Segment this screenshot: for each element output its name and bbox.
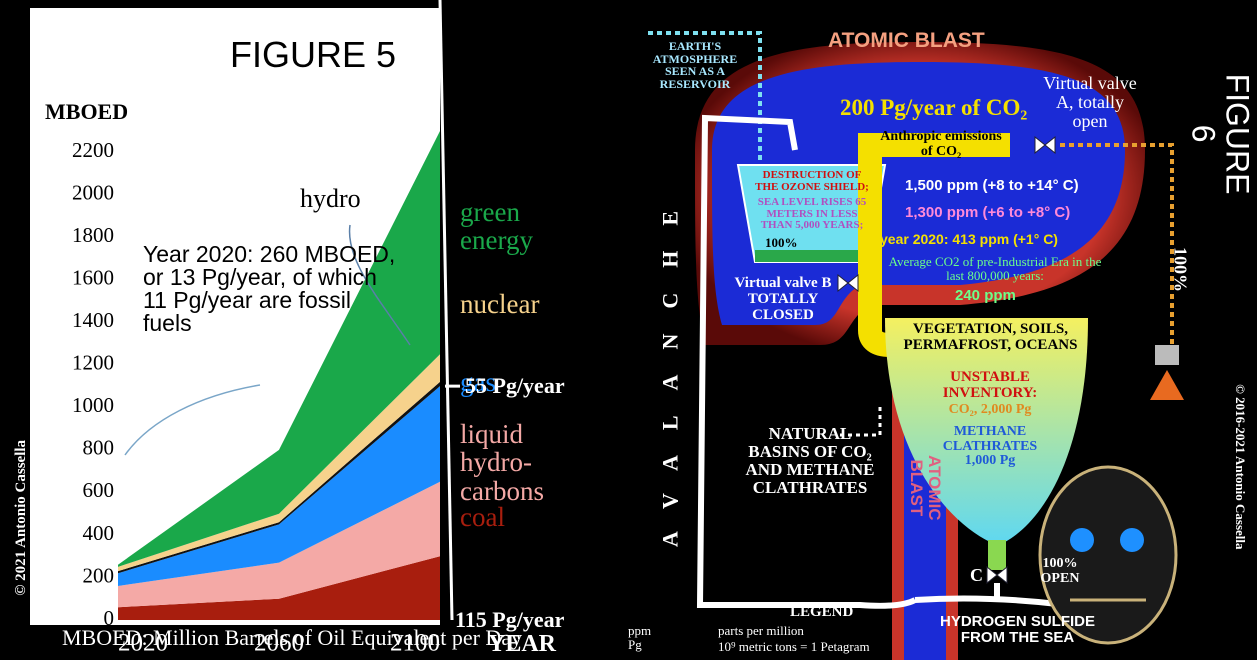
emissions-label: 200 Pg/year of CO₂ bbox=[840, 95, 1028, 120]
valve-c bbox=[986, 565, 1008, 585]
cone-label: 100% bbox=[765, 235, 798, 250]
legend-label: gas bbox=[460, 367, 496, 397]
atmosphere-label: EARTH'S ATMOSPHERE SEEN AS A RESERVOIR bbox=[652, 39, 738, 91]
legend-text: 10⁹ metric tons = 1 Petagram bbox=[718, 639, 870, 654]
legend-key: Pg bbox=[628, 637, 642, 652]
legend-label: coal bbox=[460, 502, 505, 532]
anthropic-pipe bbox=[858, 133, 1010, 357]
side-percent: 100% bbox=[1170, 246, 1191, 292]
area bbox=[118, 131, 440, 567]
legend-label: liquid hydro-carbons bbox=[460, 419, 544, 506]
basin-arrow bbox=[840, 405, 882, 437]
figure-title: FIGURE 6 bbox=[1186, 73, 1256, 195]
basin-label: NATURAL BASINS OF CO₂ AND METHANE CLATHR… bbox=[745, 424, 875, 497]
inventory-flask bbox=[885, 318, 1088, 542]
skull-eye bbox=[1120, 528, 1144, 552]
flask-label: VEGETATION, SOILS, PERMAFROST, OCEANS bbox=[903, 321, 1078, 353]
credit: © 2021 Antonio Cassella bbox=[13, 439, 30, 596]
fire-icon bbox=[1150, 370, 1184, 400]
legend-key: ppm bbox=[628, 623, 652, 638]
area bbox=[118, 481, 440, 608]
area bbox=[118, 556, 440, 620]
credit: © 2016-2021 Antonio Cassella bbox=[1232, 384, 1248, 550]
avalanche-label: AVALANCHE bbox=[657, 185, 683, 548]
pipe-label: Anthropic emissions of CO₂ bbox=[880, 129, 1002, 159]
x-tick-label: 2020 bbox=[118, 630, 168, 657]
y-tick-label: 1400 bbox=[72, 308, 114, 332]
legend-text: parts per million bbox=[718, 623, 804, 638]
y-tick-label: 0 bbox=[104, 606, 115, 630]
cone-label: SEA LEVEL RISES 65 METERS IN LESS THAN 5… bbox=[757, 196, 867, 232]
valve-a bbox=[1034, 135, 1056, 155]
ppm-label: Average CO2 of pre-Industrial Era in the… bbox=[888, 254, 1102, 283]
stem-label: ATOMIC BLAST bbox=[907, 455, 944, 521]
y-tick-label: 1200 bbox=[72, 351, 114, 375]
y-tick-label: 600 bbox=[83, 478, 115, 502]
legend-label: nuclear bbox=[460, 289, 540, 319]
annotation-tick bbox=[438, 0, 454, 621]
annotation-arrow bbox=[124, 384, 261, 456]
flask-label: UNSTABLE INVENTORY: bbox=[942, 369, 1038, 401]
cone-label: DESTRUCTION OF THE OZONE SHIELD; bbox=[755, 169, 869, 193]
ppm-label: year 2020: 413 ppm (+1° C) bbox=[880, 231, 1058, 247]
ppm-label: 240 ppm bbox=[955, 287, 1016, 304]
ppm-label: 1,500 ppm (+8 to +14° C) bbox=[905, 177, 1079, 194]
diagram bbox=[648, 31, 1184, 660]
flask-icon bbox=[1155, 345, 1179, 365]
chart-title: FIGURE 5 bbox=[230, 34, 397, 75]
flask-neck bbox=[988, 540, 1006, 570]
flask-label: CO₂, 2,000 Pg bbox=[948, 402, 1032, 417]
ppm-label: 1,300 ppm (+6 to +8° C) bbox=[905, 204, 1071, 221]
emission-arrow bbox=[1060, 143, 1174, 345]
valve-label: C bbox=[970, 565, 983, 585]
y-tick-label: 2000 bbox=[72, 181, 114, 205]
annotation: 55 Pg/year bbox=[465, 373, 565, 399]
x-tick-label: 2060 bbox=[254, 630, 304, 657]
area bbox=[118, 386, 440, 586]
source-label: HYDROGEN SULFIDE FROM THE SEA bbox=[939, 613, 1095, 646]
cone-level bbox=[755, 250, 868, 262]
legend-label: green energy bbox=[460, 197, 533, 256]
annotation-arrow bbox=[348, 224, 411, 346]
footnote: MBOED: Million Barrels of Oil Equivalent… bbox=[62, 625, 523, 650]
blast-label: ATOMIC BLAST bbox=[828, 29, 985, 52]
burner bbox=[1150, 345, 1184, 400]
y-tick-label: 400 bbox=[83, 521, 115, 545]
x-axis-label: YEAR bbox=[488, 631, 557, 657]
atmosphere-arrow bbox=[648, 31, 762, 160]
flask-label: METHANE CLATHRATES 1,000 Pg bbox=[942, 424, 1038, 469]
annotation: Year 2020: 260 MBOED, or 13 Pg/year, of … bbox=[143, 241, 396, 336]
skull bbox=[1038, 465, 1178, 645]
y-tick-label: 1600 bbox=[72, 266, 114, 290]
y-tick-label: 2200 bbox=[72, 138, 114, 162]
valve-b bbox=[837, 273, 859, 293]
valve-label: Virtual valve A, totally open bbox=[1043, 73, 1137, 131]
y-tick-label: 800 bbox=[83, 436, 115, 460]
skull-eye bbox=[1070, 528, 1094, 552]
legend-title: LEGEND bbox=[790, 604, 854, 620]
valve-label: 100% OPEN bbox=[1040, 556, 1080, 586]
y-tick-label: 1000 bbox=[72, 393, 114, 417]
y-tick-label: 1800 bbox=[72, 223, 114, 247]
y-tick-label: 200 bbox=[83, 563, 115, 587]
valve-label: Virtual valve B TOTALLY CLOSED bbox=[734, 275, 832, 323]
y-axis-label: MBOED bbox=[45, 99, 129, 124]
annotation: 115 Pg/year bbox=[455, 607, 565, 632]
x-tick-label: 2100 bbox=[390, 630, 440, 657]
legend-label: hydro bbox=[300, 184, 361, 213]
